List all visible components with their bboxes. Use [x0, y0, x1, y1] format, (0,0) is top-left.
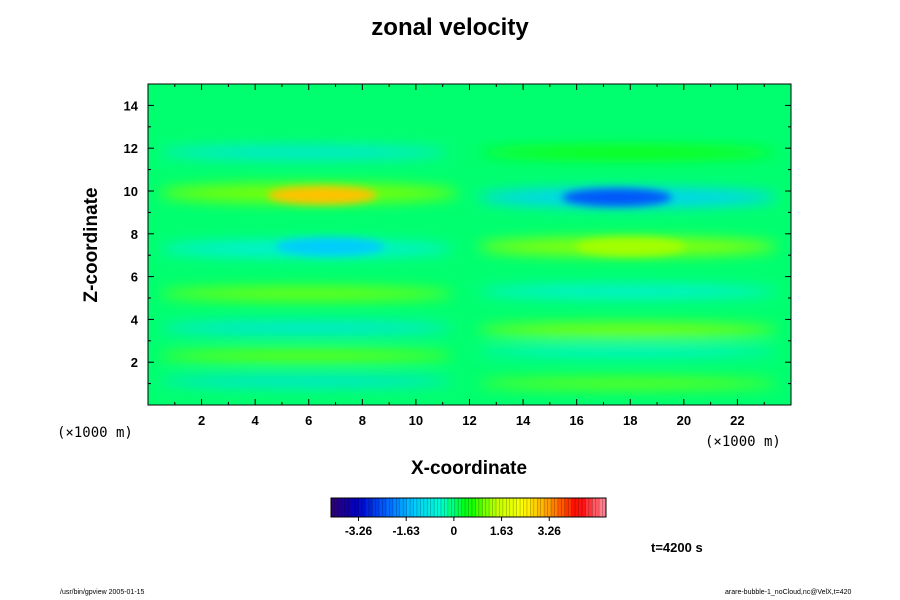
colorbar-segment — [344, 498, 352, 517]
field-band — [477, 285, 778, 298]
field-band — [158, 146, 449, 159]
colorbar-segment — [585, 498, 593, 517]
colorbar-segment — [599, 498, 607, 517]
colorbar-tick-label: -3.26 — [345, 524, 373, 538]
colorbar-tick-label: 1.63 — [490, 524, 514, 538]
colorbar-segment — [365, 498, 373, 517]
x-tick-label: 2 — [198, 413, 205, 428]
colorbar-segment — [372, 498, 380, 517]
colorbar-tick-label: 0 — [451, 524, 458, 538]
x-unit-label: (×1000 m) — [705, 434, 781, 450]
y-tick-label: 8 — [131, 227, 138, 242]
x-tick-label: 10 — [409, 413, 423, 428]
field-band — [477, 323, 778, 337]
colorbar: -3.26 -1.63 0 1.63 3.26 — [330, 497, 607, 538]
colorbar-segment — [468, 498, 476, 517]
colorbar-segment — [358, 498, 366, 517]
x-tick-label: 22 — [730, 413, 744, 428]
colorbar-segment — [489, 498, 497, 517]
colorbar-segment — [592, 498, 600, 517]
field-band — [477, 146, 778, 159]
y-axis-title: Z-coordinate — [81, 187, 102, 303]
colorbar-segment — [392, 498, 401, 517]
colorbar-tick-label: 3.26 — [538, 524, 562, 538]
colorbar-segment — [351, 498, 359, 517]
colorbar-segment — [516, 498, 524, 517]
colorbar-segment — [379, 498, 387, 517]
x-tick-label: 4 — [252, 413, 260, 428]
colorbar-segment — [530, 498, 538, 517]
colorbar-segment — [399, 498, 407, 517]
field-band — [158, 322, 454, 334]
colorbar-segment — [461, 498, 469, 517]
y-tick-label: 2 — [131, 355, 138, 370]
heatmap-field — [148, 84, 791, 405]
footer-source: arare-bubble-1_noCloud,nc@VelX,t=420 — [725, 589, 852, 596]
colorbar-segment — [434, 498, 442, 517]
field-band — [158, 376, 454, 387]
colorbar-segment — [502, 498, 511, 517]
colorbar-segment — [413, 498, 421, 517]
colorbar-segment — [406, 498, 414, 517]
colorbar-segment — [420, 498, 428, 517]
colorbar-segment — [571, 498, 579, 517]
colorbar-segment — [441, 498, 449, 517]
x-axis: 2 4 6 8 10 12 14 16 18 20 22 — [174, 84, 765, 428]
colorbar-segment — [551, 498, 559, 517]
x-tick-label: 20 — [677, 413, 691, 428]
field-band — [477, 378, 778, 389]
y-tick-label: 10 — [124, 184, 138, 199]
x-tick-label: 6 — [305, 413, 312, 428]
y-unit-label: (×1000 m) — [57, 425, 133, 441]
field-extremum — [561, 188, 672, 207]
field-extremum — [267, 186, 378, 205]
colorbar-segment — [564, 498, 572, 517]
colorbar-segment — [496, 498, 504, 517]
colorbar-segment — [386, 498, 394, 517]
colorbar-segment — [454, 498, 462, 517]
x-tick-label: 18 — [623, 413, 637, 428]
colorbar-segment — [578, 498, 586, 517]
field-band — [158, 287, 454, 301]
colorbar-segment — [331, 498, 339, 517]
x-axis-title: X-coordinate — [410, 458, 528, 479]
field-extrema — [267, 186, 686, 256]
colorbar-segment — [482, 498, 490, 517]
colorbar-frame — [330, 497, 607, 518]
colorbar-segment — [537, 498, 545, 517]
colorbar-tick-label: -1.63 — [393, 524, 421, 538]
colorbar-segment — [544, 498, 552, 517]
x-tick-label: 16 — [569, 413, 583, 428]
y-axis: 2 4 6 8 10 12 14 — [124, 98, 791, 385]
colorbar-segment — [427, 498, 435, 517]
field-extremum — [575, 237, 686, 256]
time-label: t=4200 s — [651, 540, 703, 555]
y-tick-label: 12 — [124, 141, 138, 156]
y-tick-label: 4 — [131, 312, 139, 327]
colorbar-segment — [337, 498, 346, 517]
field-band — [477, 346, 778, 357]
colorbar-segment — [447, 498, 456, 517]
chart-title: zonal velocity — [371, 14, 529, 41]
x-tick-label: 12 — [462, 413, 476, 428]
y-tick-label: 14 — [124, 98, 139, 113]
field-band — [158, 350, 454, 362]
field-extremum — [275, 237, 386, 256]
footer-command: /usr/bin/gpview 2005-01-15 — [60, 589, 145, 596]
y-tick-label: 6 — [131, 270, 138, 285]
colorbar-segment — [509, 498, 517, 517]
colorbar-segment — [523, 498, 531, 517]
colorbar-segment — [557, 498, 566, 517]
x-tick-label: 8 — [359, 413, 366, 428]
colorbar-segment — [475, 498, 483, 517]
x-tick-label: 14 — [516, 413, 531, 428]
